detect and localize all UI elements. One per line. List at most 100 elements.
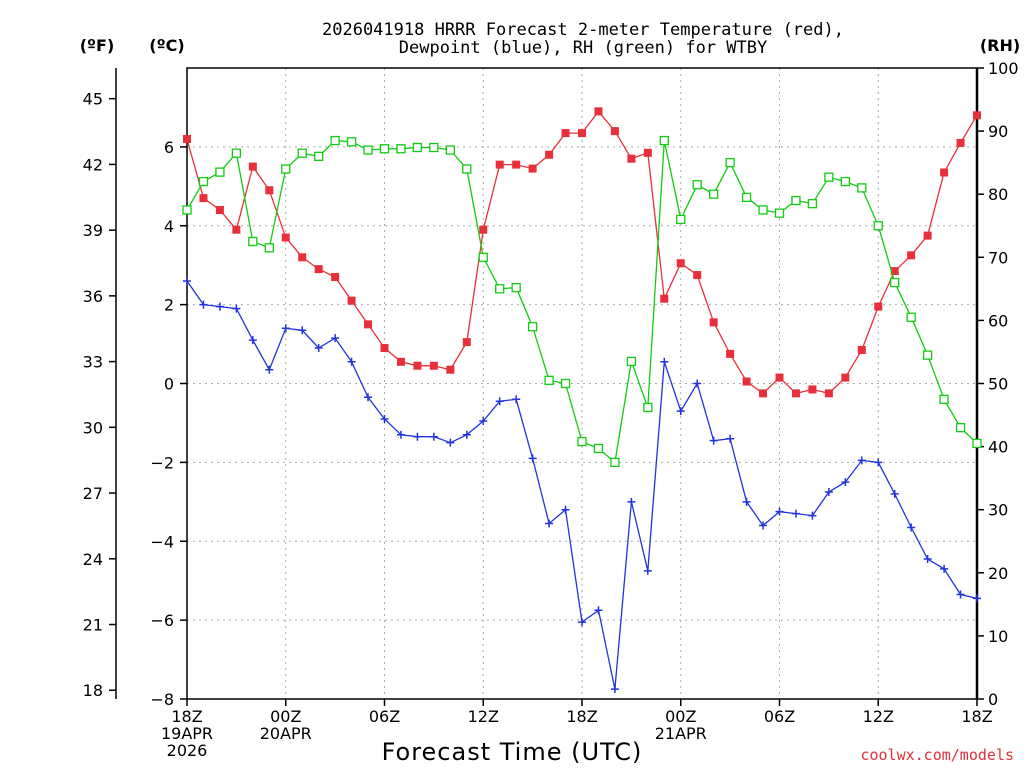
temperature-point [742,377,751,386]
temperature-point [660,294,669,303]
rh-point [791,195,801,206]
dewpoint-point [183,276,191,285]
time-tick-label: 06Z [764,707,795,726]
dewpoint-point [413,432,422,441]
dewpoint-point [479,416,488,425]
temperature-point [512,160,521,169]
temperature-point [495,160,504,169]
temperature-point [890,267,899,276]
rh-point [692,180,702,190]
rh-point [527,322,538,332]
temperature-point [594,107,603,116]
plot-frame [186,67,978,700]
chart-title-line1: 2026041918 HRRR Forecast 2-meter Tempera… [322,20,844,40]
dewpoint-point [429,432,438,441]
rh-point [412,142,423,153]
temperature-point [956,138,965,147]
rh-point [824,172,834,182]
rh-point [873,221,883,231]
temperature-point [396,357,405,366]
temperature-point [907,251,916,260]
dewpoint-point [298,326,307,335]
dewpoint-point [791,509,800,518]
dewpoint-point [512,395,521,404]
rh-point [231,148,242,158]
dewpoint-point [446,438,455,447]
rh-point [758,205,768,215]
celsius-tick-label: −6 [150,611,174,630]
rh-point [577,436,587,447]
dewpoint-point [545,519,554,528]
dewpoint-point [660,357,669,366]
fahrenheit-tick-label: 21 [83,616,103,635]
temperature-point [183,134,191,143]
rh-point [741,192,752,203]
x-axis-label: Forecast Time (UTC) [382,738,643,766]
temperature-point [347,296,356,305]
rh-point [939,394,949,404]
temperature-point [643,148,652,157]
rh-tick-label: 70 [988,248,1008,267]
time-tick-label: 18Z [566,707,597,726]
temperature-point [380,344,389,353]
fahrenheit-tick-label: 24 [83,550,103,569]
rh-point [774,208,785,218]
dewpoint-point [693,379,702,388]
celsius-tick-label: −4 [150,532,174,551]
dewpoint-point [578,618,586,627]
rh-point [478,252,488,262]
dewpoint-point [380,414,389,423]
dewpoint-point [759,521,768,530]
rh-point [906,312,916,322]
rh-point [462,164,472,174]
time-tick-label: 18Z [171,707,202,726]
celsius-tick-label: 0 [164,375,174,394]
fahrenheit-tick-label: 30 [83,418,103,437]
rh-tick-label: 30 [988,501,1008,520]
dewpoint-point [742,497,751,506]
temperature-point [561,129,570,138]
dewpoint-point [709,436,718,445]
rh-point [972,438,982,449]
dewpoint-point [364,393,373,402]
rh-point [840,176,850,187]
time-tick-label: 12Z [468,707,499,726]
rh-point [429,142,439,153]
dewpoint-point [462,430,471,439]
time-tick-label: 21APR [655,724,707,743]
rh-point [379,144,390,154]
data-series [182,107,982,694]
dewpoint-point [890,489,899,498]
celsius-tick-label: −8 [150,690,174,709]
rh-tick-label: 80 [988,185,1008,204]
rh-tick-label: 60 [988,311,1008,330]
temperature-point [857,345,866,354]
rh-point [297,148,307,158]
rh-point [281,164,291,174]
temperature-point [923,231,932,240]
dewpoint-point [775,507,784,516]
rh-tick-label: 90 [988,122,1008,141]
temperature-point [479,225,488,234]
fahrenheit-tick-label: 39 [83,221,103,240]
rh-point [330,135,340,146]
rh-point [560,378,571,389]
dewpoint-point [907,523,916,532]
dewpoint-point [561,505,570,514]
time-tick-label: 00Z [270,707,301,726]
temperature-point [791,389,800,398]
time-tick-label: 06Z [369,707,400,726]
unit-label-rh: (RH) [980,36,1020,55]
temperature-point [627,154,636,163]
temperature-point [610,127,619,136]
rh-tick-label: 0 [988,690,998,709]
dewpoint-point [495,397,504,406]
dewpoint-point [232,304,241,313]
rh-point [626,356,637,367]
dewpoint-point [808,511,817,520]
temperature-point [199,194,208,203]
dewpoint-point [841,478,850,487]
celsius-tick-label: −2 [150,453,174,472]
axes [109,67,984,706]
